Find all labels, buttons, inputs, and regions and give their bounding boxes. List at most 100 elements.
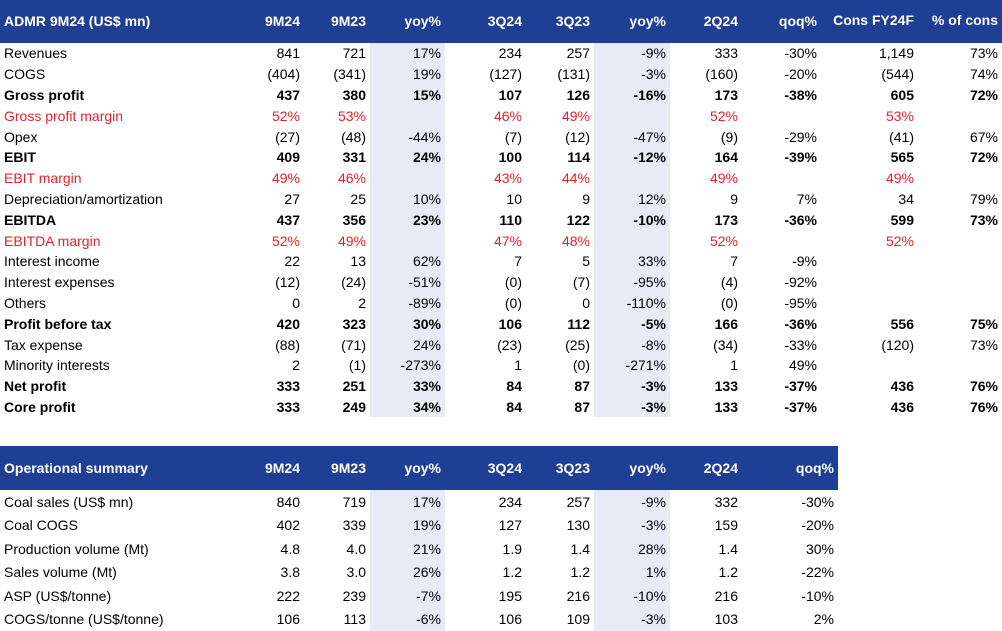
table-cell: [370, 105, 445, 126]
table-cell: 21%: [370, 537, 445, 561]
table-cell: (34): [670, 334, 742, 355]
table-cell: 67%: [918, 126, 1002, 147]
table-cell: -273%: [370, 355, 445, 376]
table-cell: 103: [670, 608, 742, 631]
table-cell: 9: [670, 189, 742, 210]
table-cell: 62%: [370, 251, 445, 272]
table-cell: 26%: [370, 561, 445, 585]
table-cell: 2: [238, 355, 304, 376]
row-label: Depreciation/amortization: [0, 189, 238, 210]
table-cell: -20%: [742, 64, 821, 85]
table-cell: 7: [670, 251, 742, 272]
table-cell: -7%: [370, 584, 445, 608]
table-cell: [370, 168, 445, 189]
table-cell: 216: [526, 584, 594, 608]
column-header: 9M24: [238, 0, 304, 42]
table-cell: [918, 355, 1002, 376]
table-cell: [594, 168, 670, 189]
table-cell: 1.2: [445, 561, 526, 585]
row-label: Interest income: [0, 251, 238, 272]
table-cell: (0): [445, 272, 526, 293]
table-cell: -16%: [594, 85, 670, 106]
table-cell: [918, 251, 1002, 272]
table-cell: [821, 293, 918, 314]
table-cell: 46%: [445, 105, 526, 126]
table-cell: [370, 230, 445, 251]
table-cell: -22%: [742, 561, 838, 585]
table-cell: 402: [238, 514, 304, 538]
table-cell: -44%: [370, 126, 445, 147]
column-header: 9M23: [304, 0, 370, 42]
table-cell: 84: [445, 376, 526, 397]
table-cell: -10%: [594, 584, 670, 608]
table-cell: (0): [526, 355, 594, 376]
table-cell: -37%: [742, 376, 821, 397]
table-cell: 605: [821, 85, 918, 106]
table-cell: 173: [670, 85, 742, 106]
table-cell: 257: [526, 42, 594, 64]
table-cell: 333: [238, 376, 304, 397]
table-cell: -12%: [594, 147, 670, 168]
column-header: 3Q23: [526, 446, 594, 490]
table-cell: 4.8: [238, 537, 304, 561]
table-cell: 420: [238, 313, 304, 334]
table-cell: 33%: [370, 376, 445, 397]
table-cell: 234: [445, 490, 526, 514]
column-header: 9M24: [238, 446, 304, 490]
column-header: 3Q24: [445, 446, 526, 490]
table-cell: (88): [238, 334, 304, 355]
table-cell: 565: [821, 147, 918, 168]
table-cell: 3.8: [238, 561, 304, 585]
row-label: Revenues: [0, 42, 238, 64]
table-cell: -3%: [594, 376, 670, 397]
table-cell: 133: [670, 376, 742, 397]
column-header: 3Q23: [526, 0, 594, 42]
table-cell: 84: [445, 397, 526, 418]
table-cell: 47%: [445, 230, 526, 251]
table-cell: 106: [445, 313, 526, 334]
table-cell: 100: [445, 147, 526, 168]
row-label: COGS/tonne (US$/tonne): [0, 608, 238, 631]
table-cell: 133: [670, 397, 742, 418]
column-header: 2Q24: [670, 0, 742, 42]
table-cell: 72%: [918, 85, 1002, 106]
row-label: Gross profit: [0, 85, 238, 106]
table-cell: [821, 355, 918, 376]
table-cell: 49%: [742, 355, 821, 376]
table-cell: -3%: [594, 397, 670, 418]
table-cell: 33%: [594, 251, 670, 272]
table-cell: 1: [670, 355, 742, 376]
table-cell: -37%: [742, 397, 821, 418]
table-cell: -51%: [370, 272, 445, 293]
table-cell: 113: [304, 608, 370, 631]
table-cell: 49%: [304, 230, 370, 251]
row-label: EBIT margin: [0, 168, 238, 189]
table-cell: (341): [304, 64, 370, 85]
table-cell: 52%: [670, 105, 742, 126]
table-cell: 34%: [370, 397, 445, 418]
table-cell: -30%: [742, 490, 838, 514]
column-header: yoy%: [370, 0, 445, 42]
table-cell: 1: [445, 355, 526, 376]
row-label: Others: [0, 293, 238, 314]
table-cell: (0): [445, 293, 526, 314]
column-header: 2Q24: [670, 446, 742, 490]
table-cell: -8%: [594, 334, 670, 355]
table-cell: -10%: [742, 584, 838, 608]
row-label: EBITDA: [0, 209, 238, 230]
table-cell: (120): [821, 334, 918, 355]
column-header: qoq%: [742, 0, 821, 42]
table-cell: (12): [526, 126, 594, 147]
table-cell: [918, 230, 1002, 251]
table-cell: -9%: [594, 490, 670, 514]
table-cell: 13: [304, 251, 370, 272]
table-cell: 10%: [370, 189, 445, 210]
table-cell: 5: [526, 251, 594, 272]
